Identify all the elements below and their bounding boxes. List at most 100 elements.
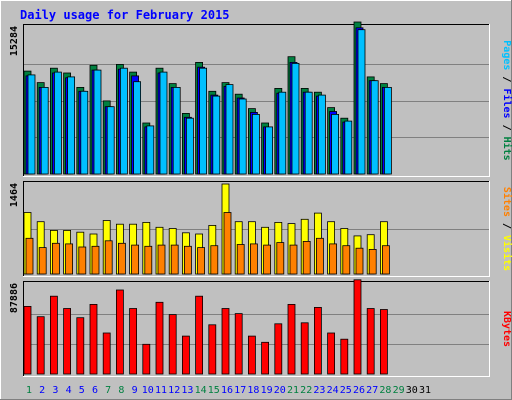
day-label-14: 14 — [195, 385, 207, 396]
day-label-24: 24 — [327, 385, 339, 396]
legend-part: / — [501, 217, 512, 235]
legend-part: Pages — [501, 40, 512, 70]
bar-pages-day-2 — [40, 87, 49, 175]
day-label-28: 28 — [379, 385, 391, 396]
bar-sites-day-3 — [52, 242, 60, 275]
day-label-15: 15 — [208, 385, 220, 396]
bar-pages-day-22 — [304, 91, 313, 175]
panel-kbytes: 87886 KBytes — [9, 279, 512, 377]
y-max-label: 1464 — [9, 183, 20, 207]
bar-sites-day-22 — [302, 240, 311, 275]
bar-kbytes-day-26 — [353, 279, 362, 375]
legend-part: Files — [501, 88, 512, 118]
bar-pages-day-13 — [185, 117, 194, 175]
y-max-label: 15284 — [9, 26, 20, 56]
bar-sites-day-18 — [249, 243, 258, 275]
bar-pages-day-18 — [251, 114, 260, 175]
bar-pages-day-27 — [370, 80, 379, 175]
bar-kbytes-day-6 — [89, 303, 98, 375]
bar-sites-day-17 — [236, 244, 245, 275]
bar-kbytes-day-9 — [129, 308, 138, 375]
bar-kbytes-day-22 — [300, 322, 309, 375]
bar-sites-day-14 — [197, 247, 206, 275]
bar-kbytes-day-7 — [102, 332, 111, 375]
bar-pages-day-11 — [159, 71, 168, 175]
bar-kbytes-day-24 — [327, 332, 336, 375]
legend-visits-sites: Sites / Visits — [501, 187, 512, 271]
legend-part: / — [501, 119, 512, 137]
bar-pages-day-9 — [133, 81, 142, 175]
day-label-29: 29 — [393, 385, 405, 396]
bar-pages-day-7 — [106, 106, 115, 175]
bar-kbytes-day-28 — [379, 309, 388, 375]
bar-sites-day-4 — [65, 243, 73, 275]
bar-kbytes-day-14 — [195, 295, 204, 375]
bar-sites-day-6 — [91, 245, 100, 275]
bar-pages-day-26 — [357, 29, 366, 175]
bar-sites-day-12 — [170, 244, 179, 275]
bar-pages-day-17 — [238, 98, 247, 175]
bar-kbytes-day-8 — [116, 289, 124, 375]
bar-pages-day-1 — [27, 74, 36, 175]
bar-sites-day-10 — [144, 245, 153, 275]
day-label-7: 7 — [105, 385, 111, 396]
bar-pages-day-10 — [146, 125, 155, 175]
plot-area — [23, 281, 490, 377]
bar-sites-day-11 — [157, 244, 166, 275]
bar-kbytes-day-23 — [313, 306, 322, 375]
bar-kbytes-day-2 — [36, 316, 45, 375]
bar-kbytes-day-18 — [247, 335, 256, 375]
bar-pages-day-21 — [291, 63, 300, 175]
chart-panels: 15284 Pages / Files / Hits 1464 Sites / Vis… — [9, 21, 512, 377]
bar-kbytes-day-20 — [274, 323, 283, 375]
bar-kbytes-day-12 — [168, 314, 177, 375]
legend-hits-files-pages: Pages / Files / Hits — [501, 40, 512, 160]
day-label-4: 4 — [66, 385, 72, 396]
bar-sites-day-9 — [131, 244, 140, 275]
day-label-8: 8 — [118, 385, 124, 396]
bar-pages-day-14 — [199, 67, 208, 175]
panel-visits-sites: 1464 Sites / Visits — [9, 181, 512, 277]
day-label-25: 25 — [340, 385, 352, 396]
bar-sites-day-8 — [118, 242, 126, 275]
day-label-18: 18 — [247, 385, 259, 396]
bar-sites-day-13 — [183, 245, 192, 275]
chart-title: Daily usage for February 2015 — [20, 8, 230, 22]
day-label-6: 6 — [92, 385, 98, 396]
bar-pages-day-20 — [278, 91, 287, 175]
day-label-22: 22 — [300, 385, 312, 396]
bar-sites-day-26 — [355, 247, 364, 275]
bar-pages-day-28 — [383, 87, 392, 175]
bar-kbytes-day-25 — [340, 338, 349, 375]
bar-sites-day-25 — [342, 245, 351, 275]
day-label-21: 21 — [287, 385, 299, 396]
day-label-9: 9 — [132, 385, 138, 396]
bar-kbytes-day-16 — [221, 308, 230, 375]
day-label-5: 5 — [79, 385, 85, 396]
bar-pages-day-12 — [172, 87, 181, 175]
bar-kbytes-day-11 — [155, 301, 164, 375]
day-label-13: 13 — [181, 385, 193, 396]
day-label-30: 30 — [406, 385, 418, 396]
bar-sites-day-19 — [263, 244, 272, 275]
day-label-20: 20 — [274, 385, 286, 396]
bar-pages-day-25 — [344, 120, 353, 175]
day-label-19: 19 — [261, 385, 273, 396]
bar-pages-day-19 — [265, 126, 274, 175]
legend-kbytes: KBytes — [501, 311, 512, 347]
legend-part: / — [501, 70, 512, 88]
day-label-27: 27 — [366, 385, 378, 396]
day-label-16: 16 — [221, 385, 233, 396]
bar-sites-day-28 — [381, 245, 390, 275]
legend-part: Visits — [501, 235, 512, 271]
bar-pages-day-8 — [120, 67, 128, 175]
bar-pages-day-5 — [80, 90, 89, 175]
y-max-label: 87886 — [9, 283, 20, 313]
bar-sites-day-2 — [38, 247, 47, 275]
legend-part: Hits — [501, 137, 512, 161]
day-label-12: 12 — [168, 385, 180, 396]
bar-kbytes-day-21 — [287, 303, 296, 375]
day-label-2: 2 — [39, 385, 45, 396]
panel-hits-files-pages: 15284 Pages / Files / Hits — [9, 21, 512, 177]
